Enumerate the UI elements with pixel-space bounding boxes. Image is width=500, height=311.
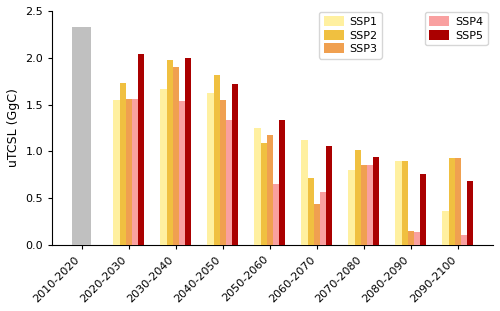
Bar — [179, 101, 185, 245]
Bar — [461, 235, 467, 245]
Bar — [367, 165, 373, 245]
Bar — [396, 161, 402, 245]
Bar — [138, 54, 144, 245]
Bar — [314, 204, 320, 245]
Bar — [126, 99, 132, 245]
Bar — [273, 184, 279, 245]
Bar — [420, 174, 426, 245]
Bar — [326, 146, 332, 245]
Bar — [354, 150, 360, 245]
Bar — [414, 232, 420, 245]
Bar — [260, 143, 266, 245]
Bar — [72, 27, 91, 245]
Bar — [114, 100, 119, 245]
Bar — [120, 83, 126, 245]
Bar — [320, 192, 326, 245]
Bar — [185, 58, 191, 245]
Bar — [454, 158, 461, 245]
Bar — [302, 140, 308, 245]
Bar — [166, 60, 172, 245]
Bar — [402, 161, 407, 245]
Bar — [208, 93, 214, 245]
Bar — [254, 128, 260, 245]
Bar — [160, 89, 166, 245]
Bar — [226, 120, 232, 245]
Bar — [232, 84, 238, 245]
Bar — [172, 67, 179, 245]
Bar — [408, 231, 414, 245]
Bar — [442, 211, 448, 245]
Bar — [220, 100, 226, 245]
Bar — [308, 178, 314, 245]
Legend: SSP4, SSP5: SSP4, SSP5 — [425, 12, 488, 45]
Bar — [214, 75, 220, 245]
Bar — [373, 157, 379, 245]
Bar — [448, 158, 454, 245]
Y-axis label: uTCSL (GgC): uTCSL (GgC) — [7, 89, 20, 168]
Bar — [279, 120, 285, 245]
Bar — [132, 99, 138, 245]
Bar — [360, 165, 367, 245]
Bar — [467, 180, 473, 245]
Bar — [266, 135, 273, 245]
Bar — [348, 170, 354, 245]
